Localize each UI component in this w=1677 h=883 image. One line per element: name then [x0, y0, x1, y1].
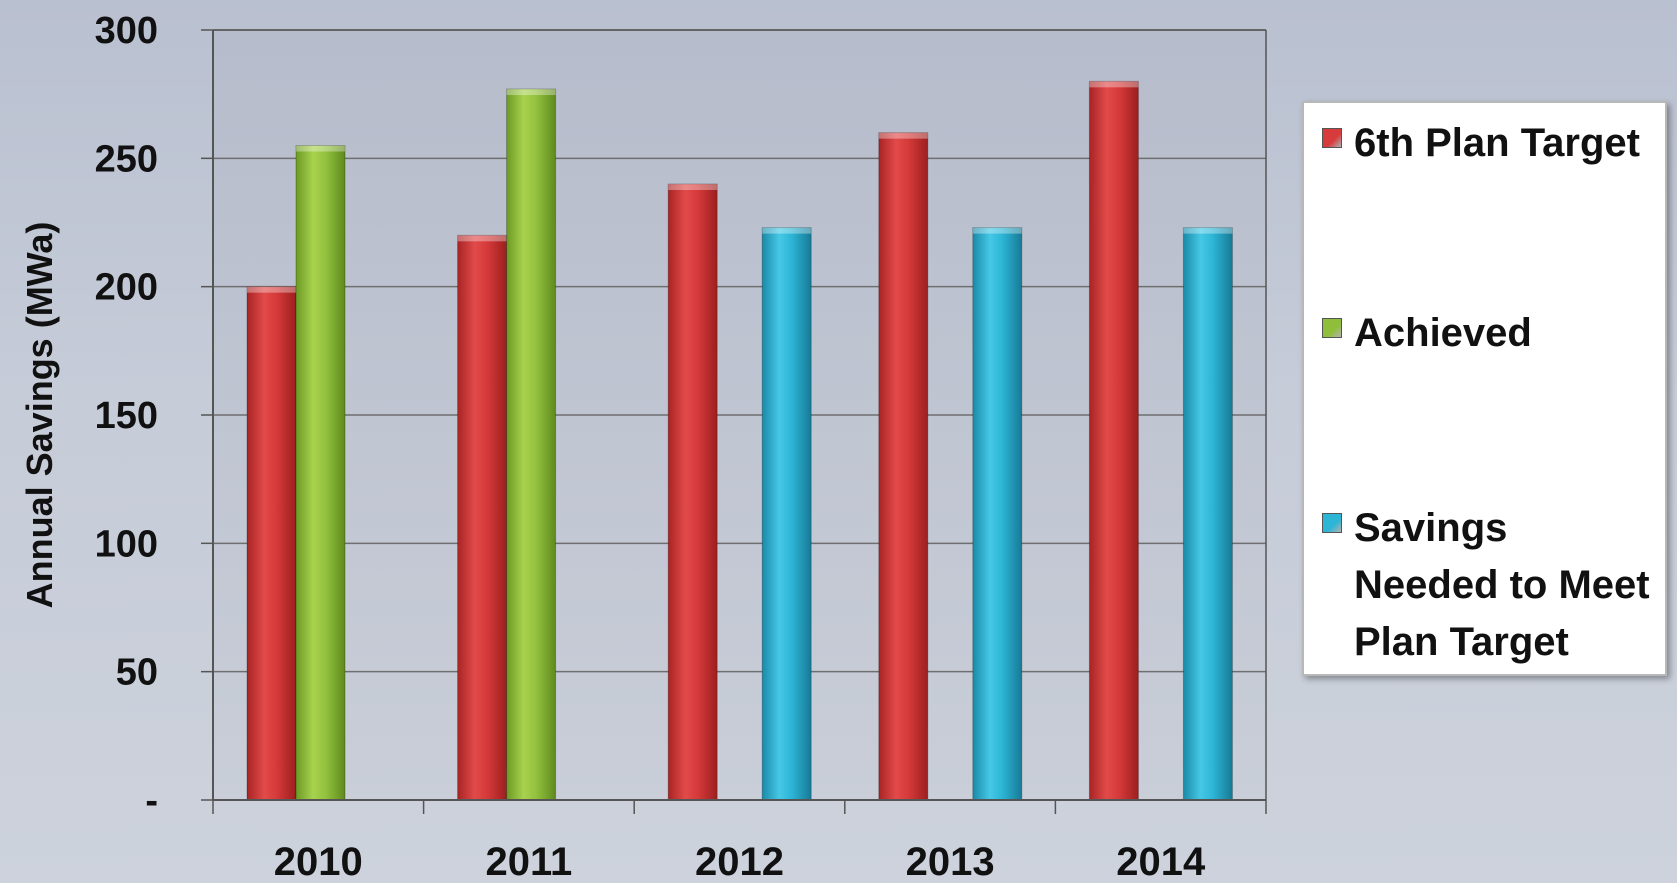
bar-2011-6th-plan-target — [457, 234, 508, 801]
bar-highlight — [972, 227, 1022, 234]
bar-2013-savings-needed-to-meet-plan-target — [972, 227, 1023, 801]
x-tick-label: 2010 — [274, 840, 363, 883]
y-tick-label: - — [145, 780, 158, 822]
bar-2013-6th-plan-target — [878, 132, 929, 801]
bar-2012-savings-needed-to-meet-plan-target — [761, 227, 812, 801]
bar-2010-6th-plan-target — [246, 286, 297, 801]
y-tick-label: 100 — [95, 523, 158, 565]
legend-label: Achieved — [1354, 311, 1532, 355]
x-tick-label: 2014 — [1116, 840, 1206, 883]
legend-label: 6th Plan Target — [1354, 121, 1640, 165]
bar-2010-achieved — [295, 145, 346, 801]
y-tick-label: 150 — [95, 395, 158, 437]
legend-swatch — [1322, 318, 1342, 338]
x-tick-labels: 2010 2011 2012 2013 2014 — [274, 840, 1206, 883]
bar-highlight — [762, 227, 812, 234]
legend: 6th Plan Target Achieved Savings Needed to… — [1302, 101, 1667, 676]
y-tick-labels: - 50 100 150 200 250 300 — [95, 10, 158, 822]
x-tick-label: 2012 — [695, 840, 784, 883]
legend-swatch — [1322, 128, 1342, 148]
legend-item: Savings Needed to Meet Plan Target — [1322, 500, 1654, 671]
bar-highlight — [457, 235, 507, 242]
bars — [246, 80, 1233, 801]
bar-2014-6th-plan-target — [1088, 80, 1139, 801]
bar-highlight — [1183, 227, 1233, 234]
y-tick-label: 250 — [95, 138, 158, 180]
y-tick-label: 50 — [116, 652, 158, 694]
x-tick-label: 2011 — [486, 840, 573, 883]
y-tick-label: 300 — [95, 10, 158, 52]
bar-2011-achieved — [506, 88, 557, 801]
bar-2014-savings-needed-to-meet-plan-target — [1182, 227, 1233, 801]
bar-highlight — [506, 89, 556, 96]
legend-item: 6th Plan Target — [1322, 115, 1654, 172]
y-tick-label: 200 — [95, 267, 158, 309]
legend-swatch — [1322, 513, 1342, 533]
bar-highlight — [878, 132, 928, 139]
legend-item: Achieved — [1322, 305, 1654, 362]
bar-highlight — [296, 145, 345, 152]
y-axis-title: Annual Savings (MWa) — [19, 222, 60, 609]
x-tick-label: 2013 — [906, 840, 995, 883]
bar-2012-6th-plan-target — [667, 183, 718, 801]
bar-highlight — [1089, 81, 1139, 88]
axes — [201, 29, 1267, 814]
bar-highlight — [668, 184, 718, 190]
legend-label: Savings Needed to Meet Plan Target — [1354, 506, 1650, 664]
bar-highlight — [247, 286, 296, 293]
